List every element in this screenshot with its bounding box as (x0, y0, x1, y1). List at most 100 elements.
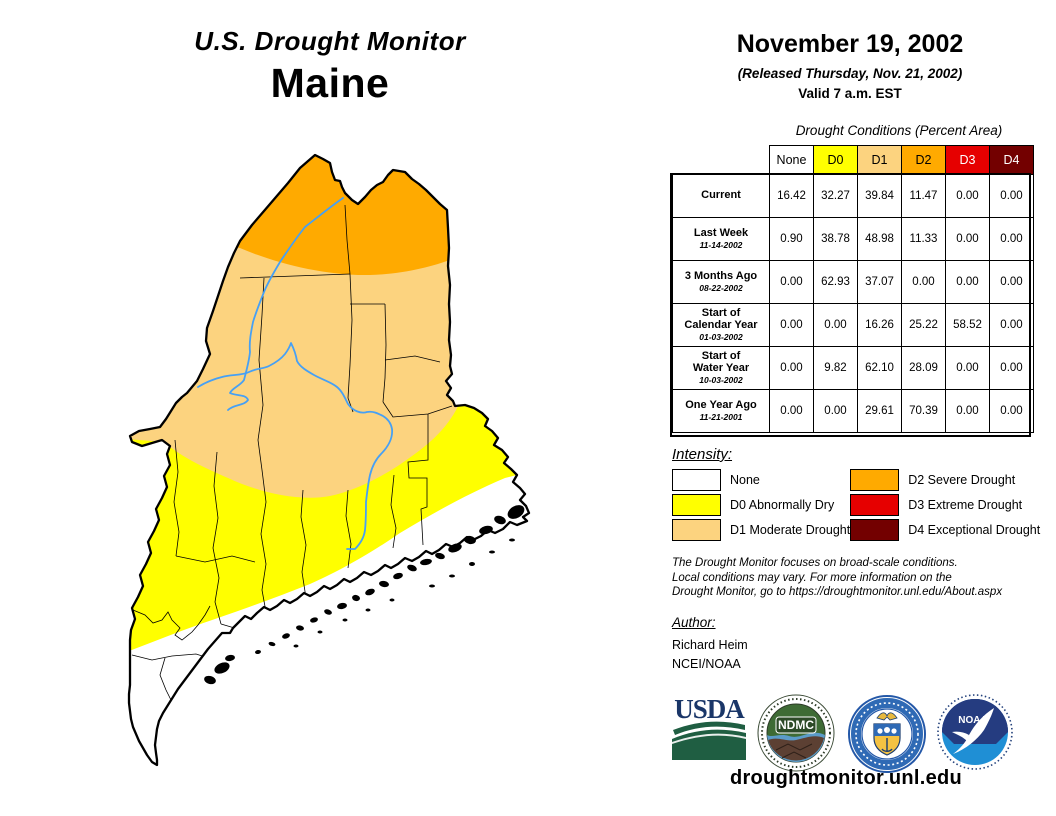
river-north (227, 197, 344, 411)
row-label: One Year Ago 11-21-2001 (672, 389, 770, 433)
value-cell: 11.33 (901, 217, 946, 261)
value-cell: 48.98 (857, 217, 902, 261)
row-label: Start of Calendar Year 01-03-2002 (672, 303, 770, 347)
disclaimer-line: The Drought Monitor focuses on broad-sca… (672, 557, 958, 569)
map-date: November 19, 2002 (736, 30, 964, 58)
state-name: Maine (270, 60, 390, 106)
value-cell: 0.00 (989, 174, 1034, 218)
column-header-d4: D4 (989, 145, 1034, 175)
value-cell: 0.00 (769, 303, 814, 347)
value-cell: 62.93 (813, 260, 858, 304)
value-cell: 11.47 (901, 174, 946, 218)
value-cell: 62.10 (857, 346, 902, 390)
rivers (197, 197, 394, 550)
disclaimer-line: Drought Monitor, go to https://droughtmo… (672, 586, 1003, 598)
logo-row: USDA NDMC (668, 692, 1024, 773)
valid-time: Valid 7 a.m. EST (798, 86, 902, 101)
legend-item: D2 Severe Drought (850, 468, 1040, 491)
legend-heading: Intensity: (672, 446, 733, 463)
legend-item: D1 Moderate Drought (672, 518, 850, 541)
legend-label: None (730, 472, 760, 487)
value-cell: 0.00 (945, 174, 990, 218)
value-cell: 38.78 (813, 217, 858, 261)
table-caption: Drought Conditions (Percent Area) (795, 123, 1003, 138)
ndmc-logo: NDMC (757, 694, 835, 772)
state-map (127, 153, 531, 767)
disclaimer-line: Local conditions may vary. For more info… (672, 571, 952, 584)
legend-swatch (850, 518, 900, 541)
dm-table-header-row: None D0 D1 D2 D3 D4 (673, 145, 1034, 175)
value-cell: 0.00 (769, 389, 814, 433)
legend-swatch (672, 468, 721, 491)
value-cell: 16.42 (769, 174, 814, 218)
author-block: Author: Richard Heim NCEI/NOAA (672, 615, 748, 671)
released-date: (Released Thursday, Nov. 21, 2002) (737, 66, 963, 81)
value-cell: 0.00 (945, 346, 990, 390)
table-row: Current 16.42 32.27 39.84 11.47 0.00 0.00 (672, 174, 1034, 218)
value-cell: 0.00 (813, 303, 858, 347)
value-cell: 16.26 (857, 303, 902, 347)
county-lines (131, 204, 453, 703)
legend-column-left: None D0 Abnormally Dry D1 Moderate Drought (672, 468, 850, 544)
noaa-logo: NOAA (937, 694, 1013, 770)
legend-swatch (850, 468, 900, 491)
author-org: NCEI/NOAA (672, 657, 741, 671)
doc-seal-logo (848, 695, 926, 773)
table-row: One Year Ago 11-21-2001 0.00 0.00 29.61 70.39… (672, 389, 1034, 433)
legend-swatch (850, 493, 900, 516)
column-header-d0: D0 (813, 145, 858, 175)
column-header-d1: D1 (857, 145, 902, 175)
legend: Intensity: None D0 Abnormally Dry D1 Moder… (672, 446, 1040, 544)
value-cell: 0.90 (769, 217, 814, 261)
row-label: 3 Months Ago 08-22-2002 (672, 260, 770, 304)
map-title-block: U.S. Drought Monitor Maine (120, 26, 540, 107)
legend-item: D4 Exceptional Drought (850, 518, 1041, 541)
legend-swatch (672, 493, 721, 516)
value-cell: 29.61 (857, 389, 902, 433)
value-cell: 0.00 (989, 303, 1034, 347)
value-cell: 0.00 (945, 389, 990, 433)
value-cell: 37.07 (857, 260, 902, 304)
value-cell: 0.00 (989, 346, 1034, 390)
column-header-none: None (769, 145, 814, 175)
legend-item: None (672, 468, 850, 491)
value-cell: 32.27 (813, 174, 858, 218)
value-cell: 28.09 (901, 346, 946, 390)
maine-outline (127, 153, 531, 767)
drought-table: None D0 D1 D2 D3 D4 Current 16.42 32.27 39.84 11.… (672, 145, 1034, 433)
row-label: Last Week 11-14-2002 (672, 217, 770, 261)
row-label: Current (672, 174, 770, 218)
river-central (197, 342, 394, 550)
value-cell: 70.39 (901, 389, 946, 433)
value-cell: 0.00 (989, 260, 1034, 304)
value-cell: 0.00 (769, 260, 814, 304)
value-cell: 0.00 (989, 217, 1034, 261)
table-corner-cell (673, 146, 770, 175)
value-cell: 0.00 (945, 217, 990, 261)
usda-logo: USDA (672, 694, 746, 760)
legend-label: D0 Abnormally Dry (730, 497, 835, 512)
legend-swatch (672, 518, 721, 541)
value-cell: 0.00 (769, 346, 814, 390)
value-cell: 39.84 (857, 174, 902, 218)
legend-label: D3 Extreme Drought (908, 497, 1023, 512)
column-header-d3: D3 (945, 145, 990, 175)
author-name: Richard Heim (672, 638, 748, 652)
legend-label: D4 Exceptional Drought (908, 522, 1041, 537)
legend-item: D0 Abnormally Dry (672, 493, 850, 516)
disclaimer-text: The Drought Monitor focuses on broad-sca… (672, 556, 1044, 600)
ndmc-logo-text: NDMC (778, 718, 814, 732)
table-row: Start of Water Year 10-03-2002 0.00 9.82 62.1… (672, 346, 1034, 390)
legend-item: D3 Extreme Drought (850, 493, 1040, 516)
noaa-logo-text: NOAA (958, 715, 987, 726)
value-cell: 0.00 (813, 389, 858, 433)
report-title: U.S. Drought Monitor (194, 26, 466, 56)
date-block: November 19, 2002 (Released Thursday, No… (660, 30, 1040, 101)
usda-logo-text: USDA (674, 694, 745, 724)
table-row: Start of Calendar Year 01-03-2002 0.00 0.00 1… (672, 303, 1034, 347)
legend-column-right: D2 Severe Drought D3 Extreme Drought D4 Ex… (850, 468, 1041, 544)
dm-table-body: Current 16.42 32.27 39.84 11.47 0.00 0.00 Last … (672, 174, 1034, 433)
value-cell: 9.82 (813, 346, 858, 390)
author-heading: Author: (672, 615, 716, 630)
